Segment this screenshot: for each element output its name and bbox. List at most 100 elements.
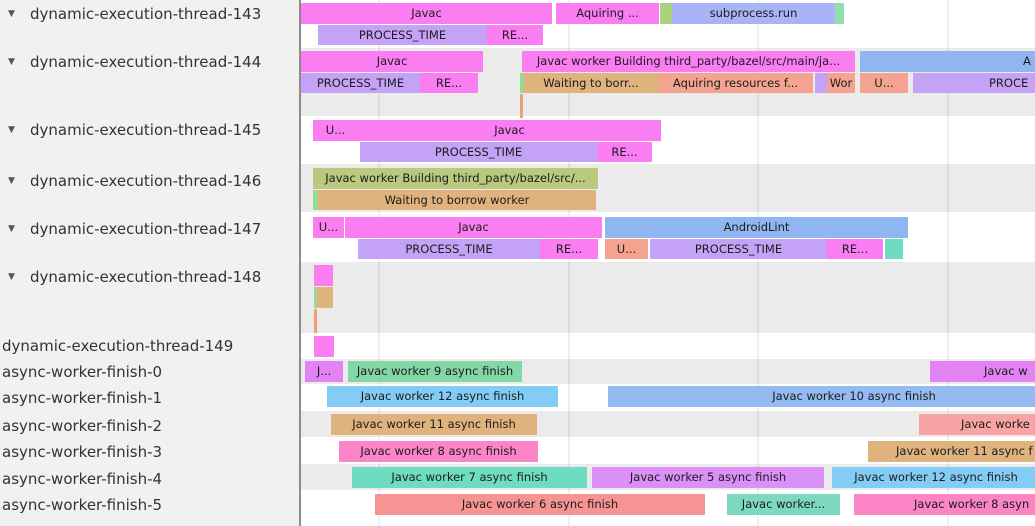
- trace-slice[interactable]: Javac worker 12 async finish: [832, 467, 1035, 488]
- trace-slice[interactable]: PROCESS_TIME: [650, 239, 827, 259]
- trace-slice[interactable]: Javac worker 7 async finish: [352, 467, 587, 488]
- track-name-text: async-worker-finish-5: [2, 496, 163, 514]
- track-label-async-worker-finish-3[interactable]: async-worker-finish-3: [0, 442, 299, 462]
- slice-label: Javac: [411, 6, 442, 20]
- trace-slice[interactable]: J...: [305, 361, 343, 382]
- trace-slice[interactable]: Javac: [301, 51, 483, 72]
- track-label-dynamic-execution-thread-143[interactable]: ▼ dynamic-execution-thread-143: [0, 4, 299, 24]
- trace-slice-sliver[interactable]: [317, 287, 333, 308]
- track-label-async-worker-finish-5[interactable]: async-worker-finish-5: [0, 495, 299, 515]
- trace-slice[interactable]: Waiting to borrow worker: [318, 190, 596, 210]
- trace-slice[interactable]: PROCESS_TIME: [360, 142, 597, 162]
- slice-label: Javac worker 11 async f: [896, 444, 1033, 458]
- collapse-triangle-icon[interactable]: ▼: [8, 224, 15, 234]
- slice-label: Aquiring ...: [576, 6, 639, 20]
- slice-label: J...: [316, 364, 332, 378]
- gridline: [947, 0, 949, 526]
- trace-slice[interactable]: RE...: [420, 73, 478, 93]
- collapse-triangle-icon[interactable]: ▼: [8, 272, 15, 282]
- trace-slice[interactable]: RE...: [827, 239, 883, 259]
- slice-label: Javac worker 6 async finish: [461, 497, 619, 511]
- trace-slice[interactable]: Javac worker 12 async finish: [327, 386, 558, 407]
- trace-slice-sliver[interactable]: [313, 190, 318, 210]
- track-label-dynamic-execution-thread-146[interactable]: ▼ dynamic-execution-thread-146: [0, 171, 299, 191]
- trace-slice[interactable]: Javac worker 10 async finish: [608, 386, 1035, 407]
- trace-slice[interactable]: PROCE: [913, 73, 1035, 93]
- track-name-text: async-worker-finish-2: [2, 417, 163, 435]
- slice-label: Wor: [829, 76, 853, 90]
- slice-label: Javac worker Building third_party/bazel/…: [325, 171, 586, 185]
- trace-slice[interactable]: PROCESS_TIME: [358, 239, 540, 259]
- slice-label: Javac worker 12 async finish: [854, 470, 1018, 484]
- track-label-async-worker-finish-0[interactable]: async-worker-finish-0: [0, 362, 299, 382]
- track-label-async-worker-finish-2[interactable]: async-worker-finish-2: [0, 416, 299, 436]
- trace-slice[interactable]: Javac: [358, 120, 661, 141]
- trace-slice[interactable]: Javac worker 8 async finish: [339, 441, 538, 462]
- collapse-triangle-icon[interactable]: ▼: [8, 57, 15, 67]
- slice-label: Javac worker 9 async finish: [356, 364, 514, 378]
- trace-slice[interactable]: Wor: [827, 73, 855, 93]
- trace-slice[interactable]: PROCESS_TIME: [318, 25, 487, 45]
- trace-slice[interactable]: Javac w: [930, 361, 1035, 382]
- track-label-async-worker-finish-4[interactable]: async-worker-finish-4: [0, 469, 299, 489]
- trace-slice[interactable]: Javac worker 8 asyn: [854, 494, 1035, 515]
- timeline[interactable]: Javac Aquiring ... subprocess.run PROCESS_T…: [301, 0, 1035, 526]
- trace-slice[interactable]: Aquiring resources f...: [658, 73, 813, 93]
- trace-slice-thin[interactable]: [314, 309, 317, 333]
- trace-slice-sliver[interactable]: [835, 3, 844, 24]
- trace-slice[interactable]: Javac worker Building third_party/bazel/…: [313, 168, 598, 189]
- slice-label: Javac worker 8 async finish: [360, 444, 517, 458]
- trace-slice[interactable]: Javac worke: [919, 414, 1035, 435]
- slice-label: Javac: [458, 220, 489, 234]
- trace-slice[interactable]: U...: [313, 217, 344, 238]
- trace-slice[interactable]: Javac worker Building third_party/bazel/…: [522, 51, 855, 72]
- trace-slice-sliver[interactable]: [885, 239, 903, 259]
- trace-slice[interactable]: Aquiring ...: [556, 3, 659, 24]
- slice-label: RE...: [435, 76, 463, 90]
- collapse-triangle-icon[interactable]: ▼: [8, 125, 15, 135]
- trace-slice-sliver[interactable]: [314, 287, 317, 308]
- track-label-dynamic-execution-thread-148[interactable]: ▼ dynamic-execution-thread-148: [0, 267, 299, 287]
- slice-label: Javac: [494, 123, 525, 137]
- gridline: [757, 0, 759, 526]
- trace-slice[interactable]: Javac: [345, 217, 602, 238]
- slice-label: Javac worker 11 async finish: [352, 417, 516, 431]
- trace-slice[interactable]: A: [860, 51, 1035, 72]
- track-label-dynamic-execution-thread-147[interactable]: ▼ dynamic-execution-thread-147: [0, 219, 299, 239]
- trace-slice[interactable]: RE...: [487, 25, 543, 45]
- track-name-text: async-worker-finish-3: [2, 443, 163, 461]
- trace-slice[interactable]: PROCESS_TIME: [301, 73, 420, 93]
- trace-slice[interactable]: U...: [605, 239, 648, 259]
- trace-slice[interactable]: Javac worker 6 async finish: [375, 494, 705, 515]
- trace-slice[interactable]: Javac worker 5 async finish: [592, 467, 824, 488]
- trace-slice-sliver[interactable]: [815, 73, 827, 93]
- trace-slice-thin[interactable]: [520, 94, 523, 118]
- trace-slice[interactable]: Javac: [301, 3, 552, 24]
- trace-slice-sliver[interactable]: [520, 73, 524, 93]
- track-label-dynamic-execution-thread-144[interactable]: ▼ dynamic-execution-thread-144: [0, 52, 299, 72]
- slice-label: AndroidLint: [723, 220, 790, 234]
- trace-slice[interactable]: RE...: [597, 142, 652, 162]
- trace-slice[interactable]: Javac worker...: [727, 494, 840, 515]
- collapse-triangle-icon[interactable]: ▼: [8, 9, 15, 19]
- track-label-dynamic-execution-thread-149[interactable]: dynamic-execution-thread-149: [0, 336, 299, 356]
- trace-slice-sliver[interactable]: [314, 336, 334, 357]
- trace-slice[interactable]: Javac worker 11 async f: [868, 441, 1035, 462]
- slice-label: Waiting to borr...: [543, 76, 639, 90]
- track-label-dynamic-execution-thread-145[interactable]: ▼ dynamic-execution-thread-145: [0, 120, 299, 140]
- trace-slice[interactable]: RE...: [540, 239, 598, 259]
- trace-slice[interactable]: Javac worker 9 async finish: [348, 361, 522, 382]
- trace-slice[interactable]: AndroidLint: [605, 217, 908, 238]
- slice-label: Javac w: [984, 364, 1028, 378]
- trace-slice[interactable]: subprocess.run: [672, 3, 835, 24]
- trace-slice[interactable]: U...: [313, 120, 358, 141]
- trace-slice[interactable]: Javac worker 11 async finish: [331, 414, 537, 435]
- collapse-triangle-icon[interactable]: ▼: [8, 176, 15, 186]
- slice-label: PROCESS_TIME: [434, 145, 523, 159]
- trace-slice[interactable]: U...: [860, 73, 908, 93]
- trace-slice-sliver[interactable]: [314, 265, 333, 286]
- trace-slice-sliver[interactable]: [660, 3, 672, 24]
- trace-slice[interactable]: Waiting to borr...: [524, 73, 658, 93]
- slice-label: A: [1023, 54, 1031, 68]
- track-label-async-worker-finish-1[interactable]: async-worker-finish-1: [0, 388, 299, 408]
